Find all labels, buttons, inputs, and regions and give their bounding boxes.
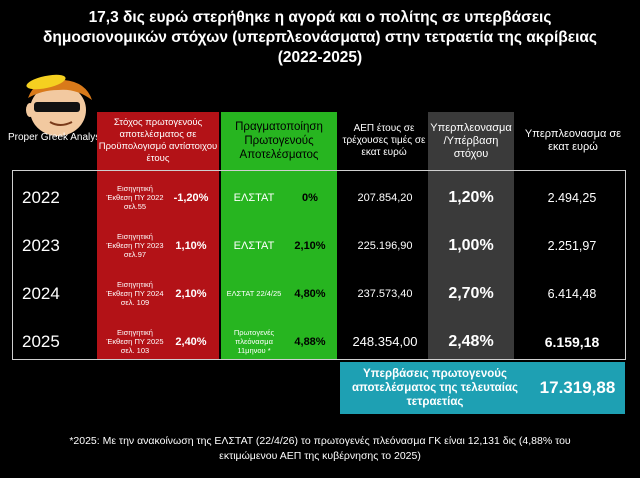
footnote-line-1: *2025: Με την ανακοίνωση της ΕΛΣΤΑΤ (22/… xyxy=(69,435,571,447)
target-value-cell: 2,10% xyxy=(175,287,207,300)
total-label: Υπερβάσεις πρωτογενούς αποτελέσματος της… xyxy=(351,368,518,408)
surplus-pct-cell: 1,20% xyxy=(448,188,494,206)
data-table xyxy=(12,170,626,360)
header-target: Στόχος πρωτογενούς αποτελέσματος σε Προϋ… xyxy=(97,112,219,170)
realization-value-cell: 4,88% xyxy=(294,335,326,348)
surplus-pct-cell: 2,70% xyxy=(448,284,494,302)
surplus-eur-cell: 6.414,48 xyxy=(547,286,597,301)
logo-caption: Proper Greek Analyst xyxy=(8,132,104,143)
year-cell: 2025 xyxy=(22,331,60,351)
year-cell: 2023 xyxy=(22,235,60,255)
year-cell: 2024 xyxy=(22,283,60,303)
realization-column-bg xyxy=(221,170,337,360)
surplus-eur-cell: 2.494,25 xyxy=(547,190,597,205)
title-line-1: 17,3 δις ευρώ στερήθηκε η αγορά και ο πο… xyxy=(88,9,552,26)
total-value: 17.319,88 xyxy=(539,378,616,397)
realization-source-cell: ΕΛΣΤΑΤ xyxy=(233,191,275,204)
footnote: *2025: Με την ανακοίνωση της ΕΛΣΤΑΤ (22/… xyxy=(0,434,640,464)
gdp-cell: 225.196,90 xyxy=(357,239,413,252)
page-title: 17,3 δις ευρώ στερήθηκε η αγορά και ο πο… xyxy=(0,8,640,68)
table-row: 2025 Εισηγητική Έκθεση ΠΥ 2025 σελ. 103 2,… xyxy=(12,318,626,365)
target-value-cell: 1,10% xyxy=(175,239,207,252)
realization-value-cell: 0% xyxy=(302,191,318,204)
title-line-2: δημοσιονομικών στόχων (υπερπλεονάσματα) … xyxy=(43,29,597,46)
surplus-column-bg xyxy=(428,170,514,360)
realization-source-cell: ΕΛΣΤΑΤ xyxy=(233,239,275,252)
year-cell: 2022 xyxy=(22,187,60,207)
surplus-eur-cell: 2.251,97 xyxy=(547,238,597,253)
cartoon-logo-icon xyxy=(26,74,92,136)
gdp-cell: 248.354,00 xyxy=(352,334,418,349)
table-row: 2024 Εισηγητική Έκθεση ΠΥ 2024 σελ. 109 2,… xyxy=(12,270,626,317)
header-surplus-eur: Υπερπλεονασμα σε εκατ ευρώ xyxy=(524,128,622,153)
target-source-cell: Εισηγητική Έκθεση ΠΥ 2023 σελ.97 xyxy=(106,232,164,259)
surplus-pct-cell: 1,00% xyxy=(448,236,494,254)
total-box: Υπερβάσεις πρωτογενούς αποτελέσματος της… xyxy=(340,362,625,414)
target-source-cell: Εισηγητική Έκθεση ΠΥ 2022 σελ.55 xyxy=(106,184,164,211)
header-gdp: ΑΕΠ έτους σε τρέχουσες τιμές σε εκατ ευρ… xyxy=(342,123,426,158)
target-value-cell: 2,40% xyxy=(175,335,207,348)
target-source-cell: Εισηγητική Έκθεση ΠΥ 2025 σελ. 103 xyxy=(106,328,164,355)
gdp-cell: 237.573,40 xyxy=(357,287,413,300)
table-row: 2023 Εισηγητική Έκθεση ΠΥ 2023 σελ.97 1,10… xyxy=(12,222,626,269)
table-row: 2022 Εισηγητική Έκθεση ΠΥ 2022 σελ.55 -1,2… xyxy=(12,174,626,221)
title-line-3: (2022-2025) xyxy=(277,49,363,66)
surplus-eur-cell: 6.159,18 xyxy=(544,333,600,350)
header-surplus-pct: Υπερπλεονασμα /Υπέρβαση στόχου xyxy=(428,112,514,170)
realization-source-cell: Πρωτογενές πλεόνασμα 11μηνου * xyxy=(233,328,275,355)
realization-value-cell: 4,80% xyxy=(294,287,326,300)
surplus-pct-cell: 2,48% xyxy=(448,332,494,350)
gdp-cell: 207.854,20 xyxy=(357,191,413,204)
target-value-cell: -1,20% xyxy=(173,191,209,204)
target-source-cell: Εισηγητική Έκθεση ΠΥ 2024 σελ. 109 xyxy=(106,280,164,307)
target-column-bg xyxy=(97,170,219,360)
realization-source-cell: ΕΛΣΤΑΤ 22/4/25 xyxy=(226,289,282,298)
header-realization: Πραγματοποίηση Πρωτογενούς Αποτελέσματος xyxy=(221,112,337,170)
footnote-line-2: εκτιμώμενου ΑΕΠ της κυβέρνησης το 2025) xyxy=(219,450,421,462)
realization-value-cell: 2,10% xyxy=(294,239,326,252)
